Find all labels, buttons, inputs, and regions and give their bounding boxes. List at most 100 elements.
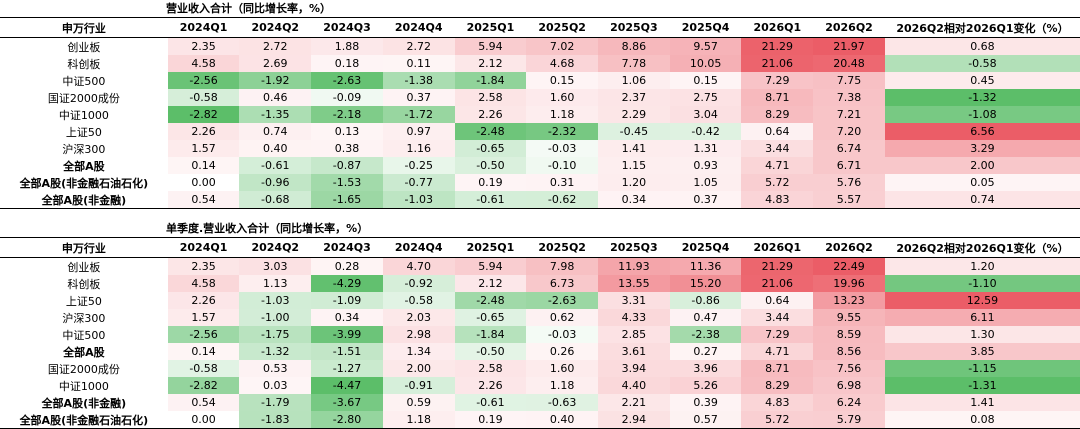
column-header: 2025Q1	[466, 21, 515, 34]
heatmap-cell: 1.34	[382, 343, 455, 360]
heatmap-cell: 7.78	[598, 55, 670, 72]
heatmap-cell: -0.09	[311, 89, 383, 106]
table-row: 科创板 4.58 2.69 0.18 0.11 2.12 4.68 7.78 10.05 21.0…	[0, 55, 1080, 72]
heatmap-cell: 2.69	[239, 55, 312, 72]
heatmap-cell: 5.72	[741, 174, 814, 191]
heatmap-cell: 6.24	[813, 394, 885, 411]
heatmap-cell: 22.49	[813, 257, 885, 275]
heatmap-cell: -1.83	[239, 411, 312, 429]
heatmap-cell: 5.72	[741, 411, 814, 429]
heatmap-cell: -0.68	[239, 191, 312, 209]
heatmap-cell: 15.20	[669, 275, 742, 292]
heatmap-cell: 2.21	[598, 394, 670, 411]
row-label: 国证2000成份	[47, 91, 120, 105]
heatmap-cell: -2.48	[454, 123, 527, 140]
heatmap-cell: 3.44	[741, 140, 814, 157]
column-header: 2025Q4	[681, 21, 730, 34]
heatmap-cell: 2.72	[239, 37, 312, 55]
change-cell: -0.58	[884, 55, 1080, 72]
heatmap-cell: 0.19	[454, 411, 527, 429]
change-cell: 3.29	[884, 140, 1080, 157]
heatmap-cell: 8.29	[741, 377, 814, 394]
heatmap-cell: 1.18	[382, 411, 455, 429]
heatmap-cell: -0.96	[239, 174, 312, 191]
heatmap-cell: 7.29	[741, 72, 814, 89]
heatmap-cell: 1.06	[598, 72, 670, 89]
heatmap-cell: 4.83	[741, 394, 814, 411]
heatmap-cell: 0.34	[311, 309, 383, 326]
change-cell: 0.68	[884, 37, 1080, 55]
heatmap-cell: 0.40	[239, 140, 312, 157]
heatmap-cell: -0.58	[167, 89, 240, 106]
column-header: 2025Q3	[610, 21, 658, 34]
table-row: 国证2000成份 -0.58 0.46 -0.09 0.37 2.58 1.60 2.37 2.…	[0, 89, 1080, 106]
heatmap-cell: 1.13	[239, 275, 312, 292]
heatmap-cell: -1.03	[239, 292, 312, 309]
table-row: 全部A股 0.14 -0.61 -0.87 -0.25 -0.50 -0.10 1.15 0.9…	[0, 157, 1080, 174]
change-column-header: 2026Q2相对2026Q1变化（%）	[896, 21, 1069, 35]
change-cell: 0.05	[884, 174, 1080, 191]
heatmap-cell: 2.12	[454, 275, 527, 292]
heatmap-cell: -1.35	[239, 106, 312, 123]
table-row: 中证1000 -2.82 0.03 -4.47 -0.91 2.26 1.18 4.40 5.2…	[0, 377, 1080, 394]
heatmap-cell: -0.65	[454, 140, 527, 157]
column-header: 2026Q2	[825, 241, 873, 254]
heatmap-cell: 5.76	[813, 174, 885, 191]
change-cell: 3.85	[884, 343, 1080, 360]
heatmap-cell: 0.54	[167, 394, 240, 411]
heatmap-cell: 6.73	[526, 275, 599, 292]
heatmap-cell: 7.38	[813, 89, 885, 106]
heatmap-cell: 2.75	[669, 89, 742, 106]
column-header: 2026Q2	[825, 21, 873, 34]
heatmap-cell: 6.71	[813, 157, 885, 174]
change-cell: 6.56	[884, 123, 1080, 140]
heatmap-cell: 1.20	[598, 174, 670, 191]
column-header: 2025Q1	[466, 241, 515, 254]
heatmap-cell: -1.84	[454, 72, 527, 89]
heatmap-cell: 0.27	[669, 343, 742, 360]
heatmap-cell: -1.72	[382, 106, 455, 123]
table-row: 全部A股(非金融) 0.54 -0.68 -1.65 -1.03 -0.61 -0.62 0.…	[0, 191, 1080, 209]
heatmap-cell: 0.54	[167, 191, 240, 209]
heatmap-cell: 11.36	[669, 257, 742, 275]
heatmap-cell: 8.59	[813, 326, 885, 343]
heatmap-cell: -2.63	[311, 72, 383, 89]
heatmap-cell: 1.41	[598, 140, 670, 157]
heatmap-cell: 8.29	[741, 106, 814, 123]
heatmap-cell: 3.31	[598, 292, 670, 309]
heatmap-cell: -2.18	[311, 106, 383, 123]
heatmap-cell: 0.15	[526, 72, 599, 89]
heatmap-cell: 5.26	[669, 377, 742, 394]
heatmap-cell: 6.74	[813, 140, 885, 157]
heatmap-cell: 1.05	[669, 174, 742, 191]
heatmap-cell: 7.75	[813, 72, 885, 89]
column-header: 2026Q1	[753, 241, 802, 254]
heatmap-cell: 8.56	[813, 343, 885, 360]
heatmap-cell: -1.79	[239, 394, 312, 411]
heatmap-cell: 21.29	[741, 37, 814, 55]
heatmap-cell: -0.10	[526, 157, 599, 174]
table-row: 上证50 2.26 0.74 0.13 0.97 -2.48 -2.32 -0.45 -0.42…	[0, 123, 1080, 140]
heatmap-cell: 5.94	[454, 37, 527, 55]
header-row: 申万行业 2024Q1 2024Q2 2024Q3 2024Q4 2025Q1 2025Q2…	[0, 237, 1080, 258]
heatmap-cell: 4.68	[526, 55, 599, 72]
heatmap-cell: 0.62	[526, 309, 599, 326]
heatmap-cell: 1.31	[669, 140, 742, 157]
heatmap-cell: 0.37	[382, 89, 455, 106]
heatmap-cell: 2.98	[382, 326, 455, 343]
heatmap-cell: -0.87	[311, 157, 383, 174]
heatmap-cell: 0.03	[239, 377, 312, 394]
heatmap-cell: 13.55	[598, 275, 670, 292]
heatmap-cell: -2.82	[167, 377, 240, 394]
table-row: 科创板 4.58 1.13 -4.29 -0.92 2.12 6.73 13.55 15.20 2…	[0, 275, 1080, 292]
heatmap-cell: 21.06	[741, 275, 814, 292]
table-row: 全部A股(非金融) 0.54 -1.79 -3.67 0.59 -0.61 -0.63 2.2…	[0, 394, 1080, 411]
heatmap-cell: 2.37	[598, 89, 670, 106]
heatmap-cell: -1.53	[311, 174, 383, 191]
heatmap-cell: 2.26	[454, 377, 527, 394]
heatmap-cell: 0.14	[167, 157, 240, 174]
change-cell: 1.20	[884, 257, 1080, 275]
heatmap-cell: 0.14	[167, 343, 240, 360]
heatmap-cell: 1.88	[311, 37, 383, 55]
heatmap-cell: 3.96	[669, 360, 742, 377]
